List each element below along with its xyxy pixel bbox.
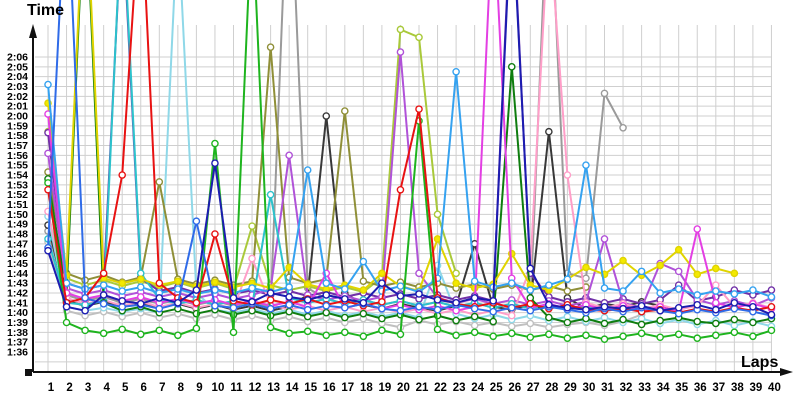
svg-text:2:04: 2:04 bbox=[7, 71, 28, 83]
svg-text:37: 37 bbox=[712, 382, 725, 394]
svg-text:1:44: 1:44 bbox=[7, 268, 28, 280]
svg-text:1:55: 1:55 bbox=[7, 160, 28, 172]
svg-text:1:39: 1:39 bbox=[7, 317, 28, 329]
svg-text:20: 20 bbox=[397, 382, 410, 394]
svg-text:3: 3 bbox=[85, 382, 91, 394]
y-axis-title: Time bbox=[27, 2, 65, 19]
svg-text:34: 34 bbox=[657, 382, 670, 394]
svg-text:40: 40 bbox=[768, 382, 781, 394]
y-axis-arrow-icon bbox=[29, 24, 37, 38]
svg-text:23: 23 bbox=[453, 382, 466, 394]
svg-text:8: 8 bbox=[178, 382, 185, 394]
svg-text:2: 2 bbox=[66, 382, 72, 394]
svg-text:1:49: 1:49 bbox=[7, 219, 28, 231]
svg-text:2:03: 2:03 bbox=[7, 81, 28, 93]
svg-text:21: 21 bbox=[416, 382, 429, 394]
svg-text:2:00: 2:00 bbox=[7, 111, 28, 123]
axes bbox=[32, 36, 782, 373]
svg-text:38: 38 bbox=[731, 382, 744, 394]
svg-text:7: 7 bbox=[159, 382, 165, 394]
svg-text:22: 22 bbox=[434, 382, 447, 394]
series-gray bbox=[44, 0, 627, 313]
svg-text:2:06: 2:06 bbox=[7, 52, 28, 64]
svg-text:5: 5 bbox=[122, 382, 129, 394]
svg-text:6: 6 bbox=[141, 382, 147, 394]
svg-text:1:41: 1:41 bbox=[7, 297, 28, 309]
svg-text:33: 33 bbox=[638, 382, 651, 394]
svg-text:14: 14 bbox=[286, 382, 299, 394]
svg-text:15: 15 bbox=[304, 382, 317, 394]
svg-text:35: 35 bbox=[675, 382, 688, 394]
svg-text:2:02: 2:02 bbox=[7, 91, 28, 103]
series-navy bbox=[44, 0, 776, 319]
svg-text:29: 29 bbox=[564, 382, 577, 394]
svg-text:1:58: 1:58 bbox=[7, 130, 28, 142]
svg-text:1:51: 1:51 bbox=[7, 199, 28, 211]
svg-text:36: 36 bbox=[694, 382, 707, 394]
svg-text:11: 11 bbox=[230, 382, 243, 394]
svg-text:28: 28 bbox=[545, 382, 558, 394]
svg-text:1:54: 1:54 bbox=[7, 170, 28, 182]
svg-text:32: 32 bbox=[620, 382, 633, 394]
svg-text:10: 10 bbox=[212, 382, 225, 394]
svg-text:4: 4 bbox=[103, 382, 110, 394]
svg-text:2:05: 2:05 bbox=[7, 61, 28, 73]
svg-text:1:59: 1:59 bbox=[7, 120, 28, 132]
svg-text:25: 25 bbox=[490, 382, 503, 394]
svg-text:1:37: 1:37 bbox=[7, 337, 28, 349]
origin-marker bbox=[25, 369, 32, 376]
svg-text:1:52: 1:52 bbox=[7, 189, 28, 201]
x-axis-arrow-icon bbox=[780, 368, 793, 376]
svg-text:24: 24 bbox=[471, 382, 484, 394]
x-tick-labels: 1 2 3 4 5 6 7 8 9 10 11 12 13 14 15 16 17 18 19 20 21 22 23 24 2… bbox=[48, 382, 781, 394]
x-axis-title: Laps bbox=[741, 354, 779, 371]
svg-text:18: 18 bbox=[360, 382, 373, 394]
svg-text:1:47: 1:47 bbox=[7, 238, 28, 250]
svg-text:1:56: 1:56 bbox=[7, 150, 28, 162]
svg-text:39: 39 bbox=[750, 382, 763, 394]
svg-text:26: 26 bbox=[508, 382, 521, 394]
svg-text:1:38: 1:38 bbox=[7, 327, 28, 339]
svg-text:30: 30 bbox=[583, 382, 596, 394]
svg-text:1:45: 1:45 bbox=[7, 258, 28, 270]
svg-text:1:40: 1:40 bbox=[7, 307, 28, 319]
series-dark-green bbox=[44, 0, 776, 329]
svg-text:1:42: 1:42 bbox=[7, 288, 28, 300]
svg-text:1:48: 1:48 bbox=[7, 229, 28, 241]
svg-text:31: 31 bbox=[601, 382, 614, 394]
svg-text:1:57: 1:57 bbox=[7, 140, 28, 152]
svg-text:16: 16 bbox=[323, 382, 336, 394]
svg-text:1:36: 1:36 bbox=[7, 347, 28, 359]
svg-text:2:01: 2:01 bbox=[7, 101, 28, 113]
y-tick-labels: 2:062:052:042:032:022:012:001:591:581:57… bbox=[7, 52, 28, 359]
svg-text:1: 1 bbox=[48, 382, 55, 394]
svg-text:1:46: 1:46 bbox=[7, 248, 28, 260]
svg-text:1:43: 1:43 bbox=[7, 278, 28, 290]
svg-text:19: 19 bbox=[379, 382, 392, 394]
svg-text:17: 17 bbox=[341, 382, 354, 394]
svg-text:12: 12 bbox=[249, 382, 262, 394]
svg-text:1:53: 1:53 bbox=[7, 179, 28, 191]
svg-text:9: 9 bbox=[196, 382, 202, 394]
svg-text:27: 27 bbox=[527, 382, 540, 394]
svg-text:13: 13 bbox=[267, 382, 280, 394]
svg-text:1:50: 1:50 bbox=[7, 209, 28, 221]
